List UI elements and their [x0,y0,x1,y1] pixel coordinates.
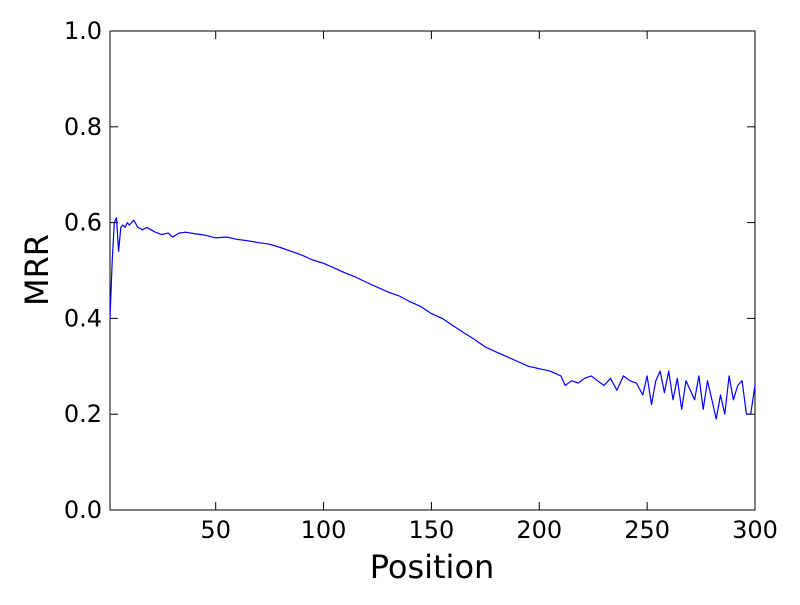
plot-area [109,30,756,511]
x-tick-label: 50 [200,516,231,544]
y-tick-label: 1.0 [64,17,102,45]
x-axis-title: Position [370,548,495,586]
y-tick-label: 0.6 [64,209,102,237]
plot-frame [109,30,756,511]
y-axis-title: MRR [18,234,56,306]
series-line-0 [109,217,756,420]
series-layer [109,217,756,420]
ticks-layer [110,30,756,511]
y-tick-label: 0.4 [64,304,102,332]
y-tick-label: 0.8 [64,113,102,141]
x-tick-label: 250 [624,516,670,544]
y-tick-label: 0.0 [64,496,102,524]
x-tick-label: 100 [301,516,347,544]
labels-layer: 50 100 150 200 250 300 0.0 0.2 0.4 0.6 0.8 1.0 [64,17,778,544]
x-tick-label: 200 [516,516,562,544]
x-tick-label: 150 [409,516,455,544]
x-tick-label: 300 [732,516,778,544]
y-tick-label: 0.2 [64,400,102,428]
